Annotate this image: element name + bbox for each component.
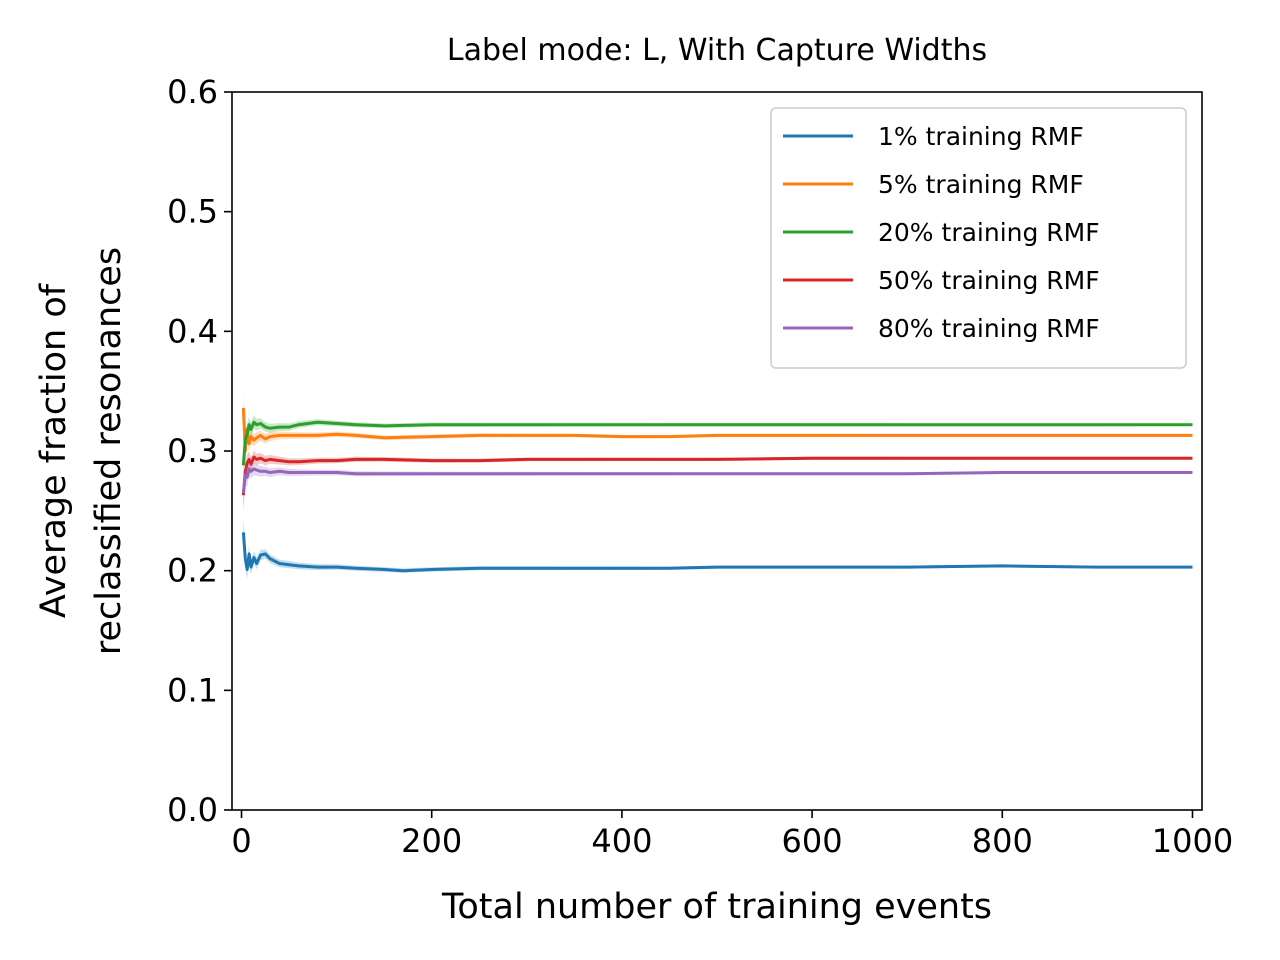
series-line-3 xyxy=(241,420,1193,466)
y-tick-label: 0.0 xyxy=(167,791,218,829)
legend-label-2: 5% training RMF xyxy=(878,170,1084,199)
y-tick-label: 0.6 xyxy=(167,73,218,111)
y-axis-label-line-1: Average fraction of xyxy=(34,283,74,618)
series-line-2 xyxy=(241,407,1193,453)
series-lines xyxy=(241,392,1193,579)
series-line-5 xyxy=(241,467,1193,494)
y-tick-label: 0.2 xyxy=(167,552,218,590)
x-tick-label: 200 xyxy=(401,822,462,860)
x-tick-label: 0 xyxy=(231,822,251,860)
y-axis-label-line-2: reclassified resonances xyxy=(89,247,129,655)
x-tick-label: 1000 xyxy=(1152,822,1233,860)
series-line-4 xyxy=(241,455,1193,496)
y-axis-ticks: 0.0 0.1 0.2 0.3 0.4 0.5 0.6 xyxy=(167,73,232,829)
legend-label-5: 80% training RMF xyxy=(878,314,1100,343)
chart-title: Label mode: L, With Capture Widths xyxy=(447,33,987,68)
series-line-1 xyxy=(241,532,1193,573)
y-tick-label: 0.3 xyxy=(167,432,218,470)
x-tick-label: 600 xyxy=(782,822,843,860)
legend-box xyxy=(770,107,1187,369)
y-tick-label: 0.5 xyxy=(167,193,218,231)
legend-label-1: 1% training RMF xyxy=(878,122,1084,151)
x-tick-label: 400 xyxy=(591,822,652,860)
x-axis-label: Total number of training events xyxy=(441,887,992,927)
legend: 1% training RMF 5% training RMF 20% traini… xyxy=(770,107,1187,369)
y-tick-label: 0.1 xyxy=(167,671,218,709)
y-axis-label: Average fraction of reclassified resonan… xyxy=(34,247,129,655)
x-axis-ticks: 0 200 400 600 800 1000 xyxy=(231,810,1233,860)
y-tick-label: 0.4 xyxy=(167,312,218,350)
legend-label-3: 20% training RMF xyxy=(878,218,1100,247)
legend-label-4: 50% training RMF xyxy=(878,266,1100,295)
x-tick-label: 800 xyxy=(972,822,1033,860)
